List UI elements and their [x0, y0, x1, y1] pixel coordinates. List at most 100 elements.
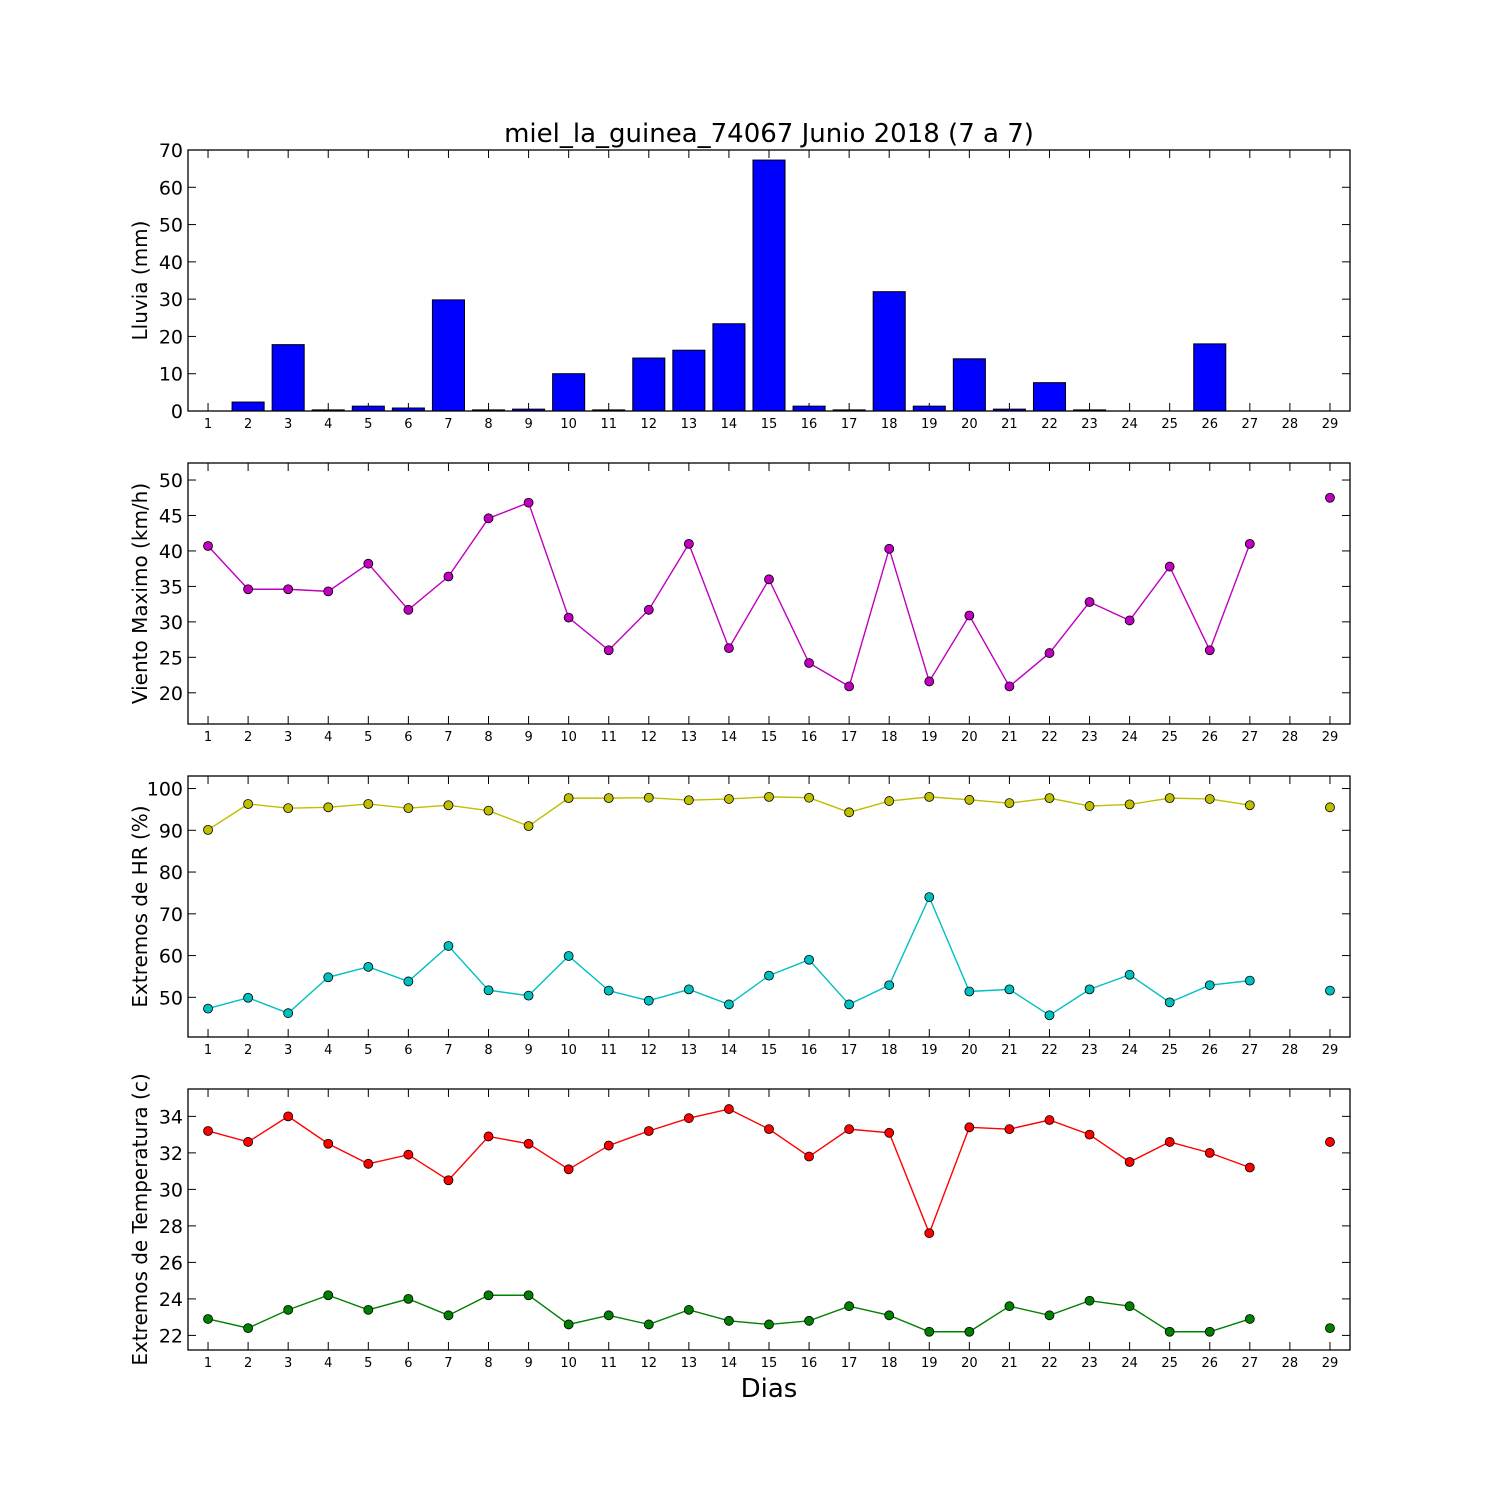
temp_min-point [683, 1304, 694, 1315]
chart-title: miel_la_guinea_74067 Junio 2018 (7 a 7) [504, 119, 1034, 149]
hr_min-point [924, 892, 935, 903]
hr_max-point [1044, 793, 1055, 804]
y-tick-label: 70 [159, 904, 183, 926]
x-tick-label: 27 [1242, 730, 1259, 745]
x-tick-label: 24 [1121, 730, 1138, 745]
hr_min-point [1164, 997, 1175, 1008]
hr_max-point [243, 799, 254, 809]
wind-point [603, 645, 614, 656]
x-tick-label: 11 [600, 730, 617, 745]
x-tick-label: 3 [284, 417, 292, 432]
rain-bar [271, 344, 305, 412]
wind-point [1004, 681, 1015, 692]
hr_min-point [403, 976, 414, 987]
x-tick-label: 24 [1121, 1356, 1138, 1371]
y-tick-label: 40 [159, 252, 183, 274]
x-tick-label: 27 [1242, 1356, 1259, 1371]
x-tick-label: 20 [961, 1043, 978, 1058]
temp_min-point [724, 1315, 734, 1326]
x-tick-label: 16 [801, 730, 818, 745]
hr_max-point [363, 799, 374, 809]
wind-line [207, 501, 1251, 688]
x-tick-label: 8 [484, 417, 492, 432]
x-tick-label: 4 [324, 1356, 332, 1371]
hr_min-point [764, 970, 774, 981]
temp_max-point [643, 1126, 654, 1136]
x-tick-label: 8 [484, 1043, 492, 1058]
hr_max-point [283, 803, 294, 814]
hr_max-point [1124, 799, 1135, 810]
wind-point [283, 584, 294, 595]
temp_min-point [523, 1290, 534, 1301]
temp_min-point [563, 1319, 574, 1330]
temp_min-point [1204, 1326, 1215, 1337]
rain-bar [672, 349, 706, 412]
temp_min-point [323, 1290, 334, 1301]
x-tick-label: 24 [1121, 1043, 1138, 1058]
x-tick-label: 28 [1282, 417, 1299, 432]
x-tick-label: 21 [1001, 417, 1018, 432]
y-tick-label: 34 [159, 1106, 183, 1128]
temp_max-point [764, 1124, 774, 1135]
wind-point [483, 513, 494, 524]
wind-point [1244, 538, 1255, 549]
temp_max-point [804, 1151, 814, 1162]
x-tick-label: 14 [721, 1043, 738, 1058]
hr_max-point [323, 802, 334, 813]
x-tick-label: 19 [921, 1043, 938, 1058]
hr_min-point [283, 1008, 294, 1019]
hr_max-point [563, 793, 574, 804]
temp_min-point [1325, 1323, 1335, 1333]
x-tick-label: 20 [961, 730, 978, 745]
hr_min-point [1244, 975, 1255, 986]
wind-point [844, 681, 855, 692]
x-tick-label: 21 [1001, 1043, 1018, 1058]
x-tick-label: 12 [641, 1356, 658, 1371]
x-tick-label: 18 [881, 1043, 898, 1058]
x-tick-label: 9 [524, 1356, 532, 1371]
temp_max-point [603, 1140, 614, 1151]
x-tick-label: 27 [1242, 1043, 1259, 1058]
hr_max-point [643, 792, 654, 803]
temp_min-point [243, 1323, 254, 1333]
x-tick-label: 1 [204, 1043, 212, 1058]
x-tick-label: 22 [1041, 1356, 1058, 1371]
wind-point [403, 604, 414, 615]
x-tick-label: 2 [244, 1356, 252, 1371]
wind-point [964, 610, 975, 621]
x-tick-label: 16 [801, 1356, 818, 1371]
x-tick-label: 29 [1322, 417, 1339, 432]
plot-frame [187, 1088, 1351, 1351]
temp_max-point [243, 1137, 254, 1147]
temp_min-point [884, 1310, 895, 1321]
x-tick-label: 3 [284, 730, 292, 745]
wind-point [643, 604, 654, 615]
x-tick-label: 29 [1322, 1043, 1339, 1058]
wind-point [924, 676, 935, 687]
wind-point [363, 558, 374, 569]
hr_max-point [804, 792, 814, 803]
x-tick-label: 18 [881, 1356, 898, 1371]
x-tick-label: 7 [444, 730, 452, 745]
y-axis-label: Extremos de HR (%) [128, 805, 152, 1007]
y-tick-label: 50 [159, 470, 183, 492]
temp_max-point [363, 1158, 374, 1169]
hr_max-point [403, 803, 414, 814]
x-tick-label: 11 [600, 1043, 617, 1058]
rain-bar [632, 357, 666, 412]
hr_min-point [243, 992, 254, 1003]
temp_max-line [207, 1108, 1251, 1236]
temp_min-point [1044, 1310, 1055, 1321]
temp_max-point [483, 1131, 494, 1142]
x-tick-label: 6 [404, 1043, 412, 1058]
x-tick-label: 15 [761, 1356, 778, 1371]
hr_min-point [884, 980, 895, 991]
hr_max-point [483, 805, 494, 816]
hr_max-point [1244, 800, 1255, 811]
hr_max-point [1204, 794, 1215, 804]
x-tick-label: 14 [721, 1356, 738, 1371]
x-tick-label: 14 [721, 417, 738, 432]
wind-point [323, 586, 334, 597]
